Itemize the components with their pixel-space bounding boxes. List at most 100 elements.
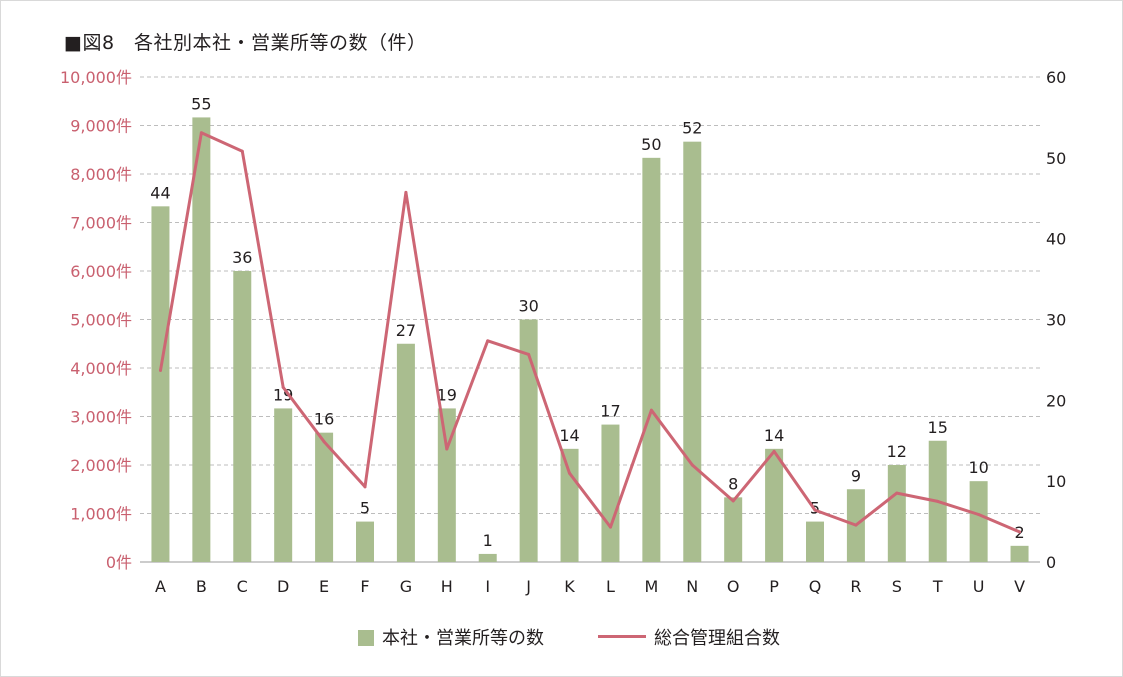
bar-value-label: 8: [728, 474, 738, 493]
x-tick-label: Q: [809, 577, 822, 596]
bar: [478, 553, 497, 562]
left-tick-label: 9,000件: [70, 117, 132, 136]
bar-value-label: 50: [641, 135, 661, 154]
right-tick-label: 0: [1046, 553, 1056, 572]
bar: [642, 157, 661, 563]
bar-value-label: 27: [396, 321, 416, 340]
bar: [192, 117, 211, 563]
line-point: [281, 385, 285, 389]
chart-title: ■図8 各社別本社・営業所等の数（件）: [64, 32, 427, 54]
line-point: [322, 440, 326, 444]
legend-swatch-line: [598, 635, 646, 638]
x-tick-label: R: [850, 577, 861, 596]
right-tick-label: 60: [1046, 68, 1066, 87]
bar-value-label: 14: [559, 426, 579, 445]
left-tick-label: 1,000件: [70, 505, 132, 524]
x-tick-label: L: [606, 577, 615, 596]
bar-value-label: 15: [928, 418, 948, 437]
x-tick-label: B: [196, 577, 207, 596]
line-point: [772, 449, 776, 453]
x-tick-label: A: [155, 577, 166, 596]
left-tick-label: 0件: [106, 553, 132, 572]
bar: [724, 497, 743, 562]
line-point: [240, 149, 244, 153]
bar-value-label: 30: [518, 297, 538, 316]
bar: [356, 521, 374, 562]
line-point: [1018, 530, 1022, 534]
line-point: [486, 339, 490, 343]
line-point: [158, 368, 162, 372]
bar: [601, 424, 620, 562]
bar: [151, 206, 170, 563]
left-tick-label: 8,000件: [70, 165, 132, 184]
left-tick-label: 3,000件: [70, 408, 132, 427]
right-tick-label: 30: [1046, 311, 1066, 330]
line-point: [363, 485, 367, 489]
bar: [887, 465, 906, 562]
bar: [1010, 545, 1029, 562]
x-tick-label: O: [727, 577, 740, 596]
bar-value-label: 14: [764, 426, 784, 445]
left-tick-label: 5,000件: [70, 311, 132, 330]
bar: [519, 319, 538, 562]
right-tick-label: 40: [1046, 230, 1066, 249]
x-tick-label: F: [360, 577, 369, 596]
bar: [765, 448, 784, 562]
bar-value-label: 36: [232, 248, 252, 267]
bar-value-label: 52: [682, 119, 702, 138]
line-point: [445, 447, 449, 451]
line-point: [731, 499, 735, 503]
bar-value-label: 1: [483, 531, 493, 550]
left-tick-label: 4,000件: [70, 359, 132, 378]
x-tick-label: T: [932, 577, 943, 596]
x-tick-label: C: [237, 577, 248, 596]
bar: [274, 408, 293, 562]
left-tick-label: 2,000件: [70, 456, 132, 475]
legend-item-line: 総合管理組合数: [598, 624, 780, 650]
bar: [806, 521, 824, 562]
bar: [969, 481, 988, 562]
line-point: [527, 352, 531, 356]
legend-swatch-bars: [358, 630, 374, 646]
bar-value-label: 5: [360, 499, 370, 518]
legend-item-bars: 本社・営業所等の数: [358, 624, 544, 650]
x-tick-label: H: [441, 577, 453, 596]
x-tick-label: J: [525, 577, 531, 596]
bar-value-label: 9: [851, 466, 861, 485]
bar: [437, 408, 456, 562]
x-tick-label: S: [892, 577, 902, 596]
line-point: [854, 523, 858, 527]
right-tick-label: 10: [1046, 472, 1066, 491]
bar-value-label: 55: [191, 94, 211, 113]
legend-label-bars: 本社・営業所等の数: [382, 628, 544, 649]
bar: [233, 271, 252, 562]
x-tick-label: N: [686, 577, 698, 596]
left-tick-label: 7,000件: [70, 214, 132, 233]
x-tick-label: G: [400, 577, 412, 596]
bar: [396, 343, 415, 562]
line-point: [568, 471, 572, 475]
bar-value-label: 19: [273, 385, 293, 404]
line-point: [404, 190, 408, 194]
line-point: [649, 408, 653, 412]
legend-label-line: 総合管理組合数: [654, 628, 780, 649]
line-point: [936, 499, 940, 503]
x-tick-label: U: [973, 577, 985, 596]
left-tick-label: 6,000件: [70, 262, 132, 281]
line-point: [199, 131, 203, 135]
line-point: [977, 512, 981, 516]
bar-value-label: 12: [887, 442, 907, 461]
bar: [315, 432, 334, 562]
bar-value-label: 16: [314, 410, 334, 429]
bar-value-label: 19: [437, 385, 457, 404]
left-tick-label: 10,000件: [60, 68, 132, 87]
line-point: [813, 508, 817, 512]
x-tick-label: M: [644, 577, 658, 596]
bar-value-label: 17: [600, 402, 620, 421]
x-tick-label: K: [564, 577, 575, 596]
x-tick-label: V: [1014, 577, 1025, 596]
line-point: [690, 463, 694, 467]
x-tick-label: I: [485, 577, 490, 596]
